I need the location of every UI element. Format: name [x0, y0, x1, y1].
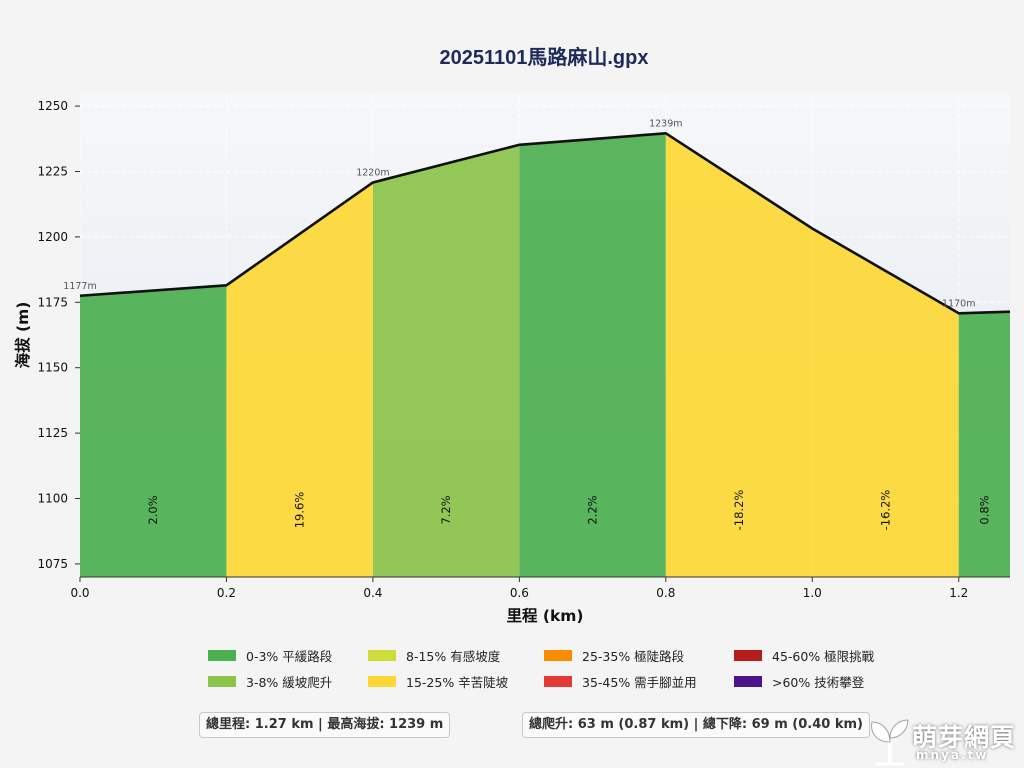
x-tick-label: 0.8 — [656, 586, 675, 600]
grade-label: 0.8% — [977, 495, 991, 524]
y-tick-label: 1125 — [37, 426, 68, 440]
x-axis-label: 里程 (km) — [506, 607, 583, 625]
grade-label: 2.2% — [586, 495, 600, 524]
grade-segment-area — [665, 133, 813, 577]
legend-swatch — [368, 676, 396, 687]
legend-swatch — [734, 676, 762, 687]
x-tick-label: 0.4 — [363, 586, 382, 600]
grade-label: -16.2% — [879, 490, 893, 531]
grade-segment-area — [372, 144, 520, 577]
grade-labels: 2.0% 19.6% 7.2% 2.2% -18.2% -16.2% 0.8% — [146, 490, 991, 531]
legend-swatch — [734, 650, 762, 661]
legend-swatch — [208, 676, 236, 687]
watermark-domain: mnya.tw — [916, 748, 989, 762]
peak-annotation: 1170m — [942, 298, 975, 309]
sprout-logo-icon — [871, 719, 909, 766]
peak-annotation: 1177m — [63, 281, 96, 292]
chart-title: 20251101馬路麻山.gpx — [440, 45, 649, 69]
grade-label: -18.2% — [732, 490, 746, 531]
legend-item: 3-8% 緩坡爬升 — [208, 672, 368, 691]
ascent-descent-stat: 總爬升: 63 m (0.87 km) | 總下降: 69 m (0.40 km… — [522, 712, 870, 738]
elevation-chart: 20251101馬路麻山.gpx 2.0% 19.6% 7.2% 2.2% -18.2%… — [13, 45, 1011, 625]
grade-segments — [80, 133, 1010, 577]
legend-item: >60% 技術攀登 — [734, 672, 894, 691]
x-tick-label: 0.6 — [510, 586, 529, 600]
grade-segment-area — [226, 182, 373, 577]
grade-segment-area — [958, 311, 1010, 577]
legend-item: 35-45% 需手腳並用 — [544, 672, 734, 691]
distance-elevation-stat: 總里程: 1.27 km | 最高海拔: 1239 m — [199, 712, 451, 738]
grade-label: 19.6% — [293, 492, 307, 529]
legend-item: 8-15% 有感坡度 — [368, 646, 544, 665]
y-tick-label: 1200 — [37, 230, 68, 244]
grade-label: 7.2% — [439, 495, 453, 524]
legend-label: 15-25% 辛苦陡坡 — [406, 675, 509, 690]
legend-label: >60% 技術攀登 — [772, 675, 865, 690]
legend-label: 0-3% 平緩路段 — [246, 649, 333, 664]
x-tick-label: 1.2 — [949, 586, 968, 600]
legend-item: 15-25% 辛苦陡坡 — [368, 672, 544, 691]
legend-swatch — [368, 650, 396, 661]
watermark-name: 萌芽網頁 — [912, 723, 1017, 752]
elevation-profile-line — [79, 131, 1011, 315]
legend-swatch — [544, 676, 572, 687]
peak-annotations: 1177m 1220m 1239m 1170m — [63, 118, 975, 309]
x-tick-label: 0.0 — [70, 586, 89, 600]
peak-annotation: 1220m — [356, 167, 389, 178]
watermark: 萌芽網頁 mnya.tw — [866, 716, 1024, 768]
grade-legend: 0-3% 平緩路段 8-15% 有感坡度 25-35% 極陡路段 45-60% … — [208, 646, 894, 691]
legend-swatch — [544, 650, 572, 661]
legend-label: 35-45% 需手腳並用 — [582, 675, 697, 690]
y-tick-label: 1150 — [37, 361, 68, 375]
peak-annotation: 1239m — [649, 118, 682, 129]
axes: 0.0 0.2 0.4 0.6 0.8 1.0 1.2 1075 1100 1125 1150 117… — [37, 99, 1010, 600]
legend-item: 45-60% 極限挑戰 — [734, 646, 894, 665]
y-tick-label: 1100 — [37, 492, 68, 506]
grade-segment-area — [812, 228, 959, 577]
legend-item: 25-35% 極陡路段 — [544, 646, 734, 665]
grade-segment-area — [519, 133, 666, 577]
y-tick-label: 1225 — [37, 164, 68, 178]
legend-label: 8-15% 有感坡度 — [406, 649, 501, 664]
y-axis-label: 海拔 (m) — [13, 302, 32, 369]
legend-label: 45-60% 極限挑戰 — [772, 649, 875, 664]
y-tick-label: 1250 — [37, 99, 68, 113]
x-tick-label: 0.2 — [217, 586, 236, 600]
legend-swatch — [208, 650, 236, 661]
grade-label: 2.0% — [146, 495, 160, 524]
legend-label: 3-8% 緩坡爬升 — [246, 675, 333, 690]
y-tick-label: 1175 — [37, 295, 68, 309]
y-tick-label: 1075 — [37, 557, 68, 571]
legend-item: 0-3% 平緩路段 — [208, 646, 368, 665]
legend-label: 25-35% 極陡路段 — [582, 649, 685, 664]
grade-segment-area — [80, 285, 227, 577]
x-tick-label: 1.0 — [803, 586, 822, 600]
